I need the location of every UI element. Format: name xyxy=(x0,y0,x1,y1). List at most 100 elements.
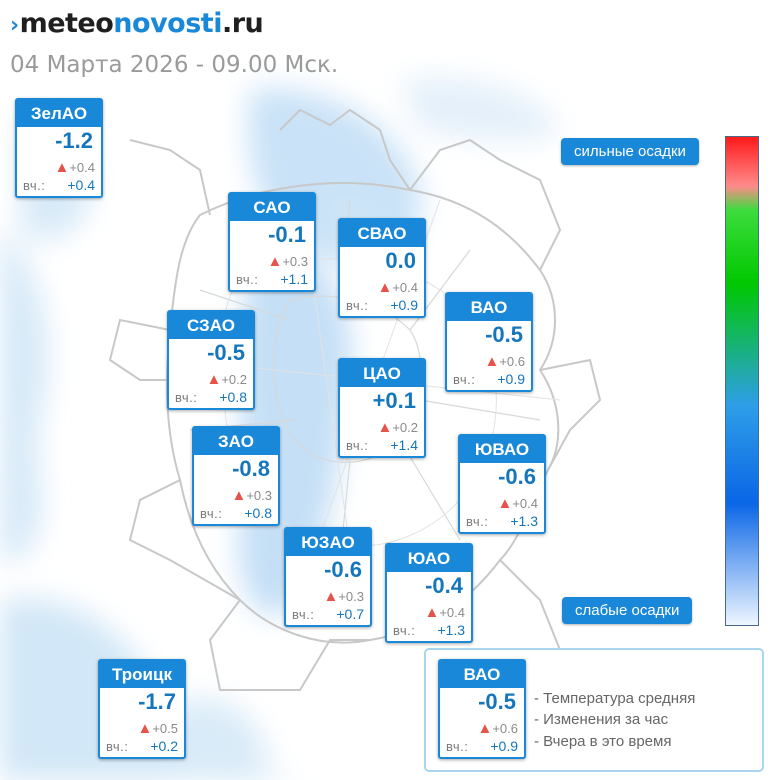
district-card-troick[interactable]: Троицк -1.7 ▲+0.5 вч.: +0.2 xyxy=(98,659,186,759)
hourly-change: ▲+0.4 xyxy=(497,495,538,512)
hourly-change-value: +0.3 xyxy=(246,488,272,503)
yesterday-label: вч.: xyxy=(292,607,315,622)
district-temperature: -0.6 xyxy=(498,464,536,489)
hourly-change: ▲+0.6 xyxy=(484,353,525,370)
yesterday-label: вч.: xyxy=(446,739,469,754)
district-temperature: 0.0 xyxy=(385,248,416,273)
district-name: ЦАО xyxy=(340,360,424,387)
hourly-change-value: +0.4 xyxy=(439,605,465,620)
hourly-change-value: +0.2 xyxy=(221,372,247,387)
district-name: СВАО xyxy=(340,220,424,247)
district-temperature: -1.2 xyxy=(55,128,93,153)
hourly-change-value: +0.4 xyxy=(69,160,95,175)
hourly-change: ▲+0.4 xyxy=(377,279,418,296)
scale-label-heavy: сильные осадки xyxy=(561,138,699,165)
change-up-icon: ▲ xyxy=(377,279,393,296)
district-card-zelao[interactable]: ЗелАО -1.2 ▲+0.4 вч.: +0.4 xyxy=(15,98,103,198)
district-name: ВАО xyxy=(440,661,524,688)
district-temperature: -0.4 xyxy=(425,573,463,598)
yesterday-label: вч.: xyxy=(106,739,129,754)
hourly-change: ▲+0.3 xyxy=(231,487,272,504)
district-name: ЗелАО xyxy=(17,100,101,127)
district-boundaries xyxy=(108,108,602,691)
change-up-icon: ▲ xyxy=(206,371,222,388)
logo-part-meteo: meteo xyxy=(19,8,114,39)
hourly-change: ▲+0.4 xyxy=(424,604,465,621)
hourly-change: ▲+0.4 xyxy=(54,159,95,176)
yesterday-value: +1.4 xyxy=(390,437,418,453)
legend-temperature-average: - Температура средняя xyxy=(534,690,696,707)
change-up-icon: ▲ xyxy=(424,604,440,621)
district-name: САО xyxy=(230,194,314,221)
district-name: ВАО xyxy=(447,294,531,321)
logo-part-domain: .ru xyxy=(221,8,264,39)
district-temperature: -0.6 xyxy=(324,557,362,582)
legend-yesterday: - Вчера в это время xyxy=(534,733,672,750)
district-temperature: -0.5 xyxy=(478,689,516,714)
yesterday-label: вч.: xyxy=(393,623,416,638)
yesterday-value: +1.3 xyxy=(510,513,538,529)
district-card-yuzao[interactable]: ЮЗАО -0.6 ▲+0.3 вч.: +0.7 xyxy=(284,527,372,627)
yesterday-value: +1.1 xyxy=(280,271,308,287)
district-temperature: +0.1 xyxy=(372,388,416,413)
site-logo[interactable]: ›meteonovosti.ru xyxy=(10,6,264,44)
yesterday-value: +0.9 xyxy=(390,297,418,313)
yesterday-label: вч.: xyxy=(236,272,259,287)
hourly-change-value: +0.4 xyxy=(512,496,538,511)
logo-part-novosti: novosti xyxy=(113,8,222,39)
yesterday-value: +0.4 xyxy=(67,177,95,193)
scale-label-light: слабые осадки xyxy=(562,597,693,624)
hourly-change-value: +0.6 xyxy=(499,354,525,369)
hourly-change: ▲+0.3 xyxy=(267,253,308,270)
yesterday-value: +0.8 xyxy=(244,505,272,521)
district-card-cao[interactable]: ЦАО +0.1 ▲+0.2 вч.: +1.4 xyxy=(338,358,426,458)
hourly-change-value: +0.3 xyxy=(338,589,364,604)
district-card-zao[interactable]: ЗАО -0.8 ▲+0.3 вч.: +0.8 xyxy=(192,426,280,526)
yesterday-value: +0.8 xyxy=(219,389,247,405)
district-name: ЮВАО xyxy=(460,436,544,463)
change-up-icon: ▲ xyxy=(137,720,153,737)
hourly-change-value: +0.2 xyxy=(392,420,418,435)
district-card-sao[interactable]: САО -0.1 ▲+0.3 вч.: +1.1 xyxy=(228,192,316,292)
yesterday-label: вч.: xyxy=(346,438,369,453)
hourly-change-value: +0.4 xyxy=(392,280,418,295)
hourly-change: ▲+0.3 xyxy=(323,588,364,605)
district-temperature: -0.8 xyxy=(232,456,270,481)
yesterday-label: вч.: xyxy=(175,390,198,405)
hourly-change: ▲+0.2 xyxy=(377,419,418,436)
district-card-svao[interactable]: СВАО 0.0 ▲+0.4 вч.: +0.9 xyxy=(338,218,426,318)
district-temperature: -0.1 xyxy=(268,222,306,247)
yesterday-label: вч.: xyxy=(453,372,476,387)
hourly-change: ▲+0.2 xyxy=(206,371,247,388)
yesterday-value: +0.9 xyxy=(490,738,518,754)
district-card-szao[interactable]: СЗАО -0.5 ▲+0.2 вч.: +0.8 xyxy=(167,310,255,410)
change-up-icon: ▲ xyxy=(323,588,339,605)
yesterday-label: вч.: xyxy=(346,298,369,313)
change-up-icon: ▲ xyxy=(484,353,500,370)
change-up-icon: ▲ xyxy=(477,720,493,737)
change-up-icon: ▲ xyxy=(377,419,393,436)
change-up-icon: ▲ xyxy=(231,487,247,504)
district-name: СЗАО xyxy=(169,312,253,339)
district-name: ЮАО xyxy=(387,545,471,572)
district-temperature: -0.5 xyxy=(207,340,245,365)
hourly-change-value: +0.5 xyxy=(152,721,178,736)
district-name: Троицк xyxy=(100,661,184,688)
district-temperature: -0.5 xyxy=(485,322,523,347)
district-card-yuvao[interactable]: ЮВАО -0.6 ▲+0.4 вч.: +1.3 xyxy=(458,434,546,534)
logo-mark-icon: › xyxy=(10,13,19,38)
yesterday-label: вч.: xyxy=(466,514,489,529)
district-name: ЗАО xyxy=(194,428,278,455)
precipitation-scale xyxy=(725,136,759,626)
legend-sample-card: ВАО -0.5 ▲+0.6 вч.: +0.9 xyxy=(438,659,526,759)
district-card-vao[interactable]: ВАО -0.5 ▲+0.6 вч.: +0.9 xyxy=(445,292,533,392)
change-up-icon: ▲ xyxy=(54,159,70,176)
yesterday-value: +0.7 xyxy=(336,606,364,622)
hourly-change: ▲+0.6 xyxy=(477,720,518,737)
hourly-change: ▲+0.5 xyxy=(137,720,178,737)
legend-hourly-change: - Изменения за час xyxy=(534,711,669,728)
district-card-yuao[interactable]: ЮАО -0.4 ▲+0.4 вч.: +1.3 xyxy=(385,543,473,643)
yesterday-label: вч.: xyxy=(23,178,46,193)
change-up-icon: ▲ xyxy=(267,253,283,270)
yesterday-value: +0.2 xyxy=(150,738,178,754)
